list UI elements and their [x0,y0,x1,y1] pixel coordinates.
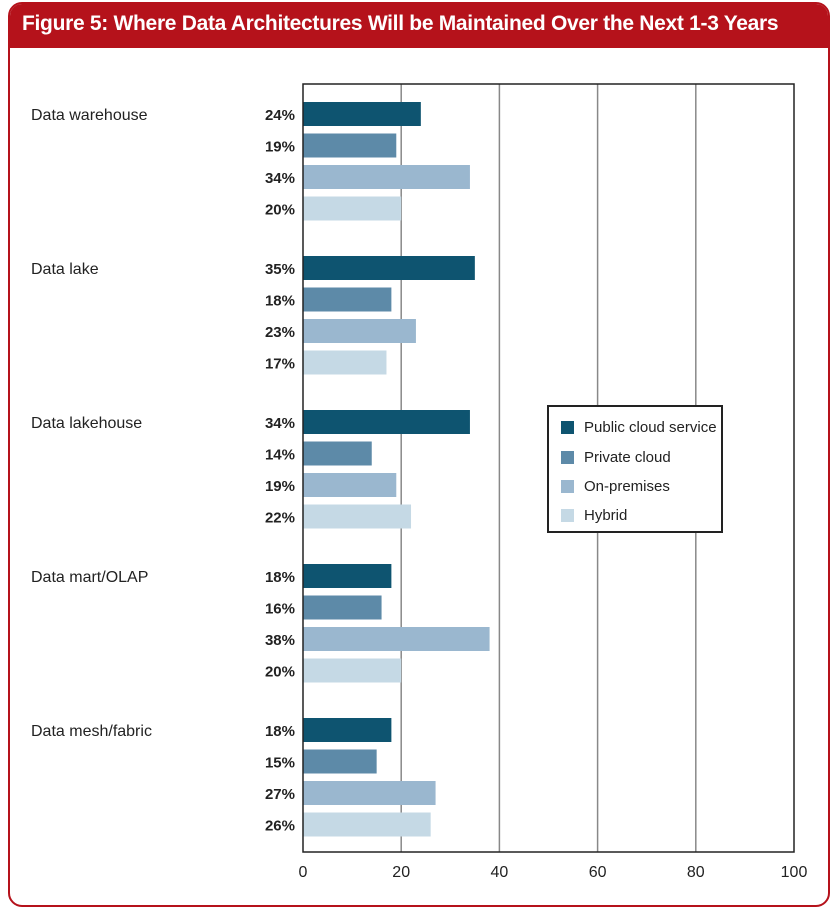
bar [303,350,387,375]
category-label: Data mart/OLAP [31,569,148,586]
data-label: 20% [265,664,295,681]
bar [303,441,372,466]
data-label: 19% [265,139,295,156]
legend-swatch [561,420,574,434]
data-label: 18% [265,569,295,586]
bar [303,133,397,158]
legend-label: Public cloud service [584,418,717,436]
bar [303,196,402,221]
x-tick-label: 20 [392,864,410,881]
bar [303,102,421,126]
data-label: 27% [265,786,295,803]
bar [303,627,490,651]
bar [303,410,470,434]
category-label: Data lake [31,261,99,278]
bar [303,812,431,837]
category-label: Data mesh/fabric [31,723,152,740]
x-tick-label: 60 [589,864,607,881]
bar [303,256,475,280]
bar [303,564,392,588]
legend-item-on-premises: On-premises [561,476,670,496]
legend: Public cloud service Private cloud On-pr… [547,405,723,533]
data-label: 18% [265,293,295,310]
data-label: 17% [265,356,295,373]
labels: Data warehouse 24% 19% 34% 20% Data lake 35% 18… [31,107,295,835]
data-label: 19% [265,478,295,495]
legend-item-private-cloud: Private cloud [561,447,671,467]
figure-title: Figure 5: Where Data Architectures Will … [22,12,779,35]
legend-label: Private cloud [584,448,671,466]
legend-item-public-cloud: Public cloud service [561,417,717,437]
x-tick-label: 0 [299,864,308,881]
legend-item-hybrid: Hybrid [561,505,627,525]
data-label: 24% [265,107,295,124]
data-label: 26% [265,818,295,835]
data-label: 38% [265,632,295,649]
bar [303,718,392,742]
x-tick-label: 100 [781,864,808,881]
data-label: 20% [265,202,295,219]
data-label: 18% [265,723,295,740]
category-label: Data warehouse [31,107,148,124]
plot-area-border [302,83,795,853]
bar [303,749,377,774]
bar [303,595,382,620]
x-axis-ticks: 0 20 40 60 80 100 [299,864,808,881]
data-label: 34% [265,415,295,432]
legend-label: On-premises [584,477,670,495]
data-label: 23% [265,324,295,341]
bars [303,102,490,837]
data-label: 34% [265,170,295,187]
x-tick-label: 40 [491,864,509,881]
data-label: 14% [265,447,295,464]
bar [303,504,412,529]
bar [303,165,470,189]
title-bar: Figure 5: Where Data Architectures Will … [10,4,828,48]
legend-swatch [561,450,574,464]
data-label: 16% [265,601,295,618]
legend-label: Hybrid [584,506,628,524]
category-label: Data lakehouse [31,415,142,432]
data-label: 22% [265,510,295,527]
bar [303,473,397,497]
legend-swatch [561,508,574,522]
legend-swatch [561,479,574,493]
bar [303,781,436,805]
bar [303,658,402,683]
data-label: 35% [265,261,295,278]
bar [303,287,392,312]
x-tick-label: 80 [687,864,705,881]
data-label: 15% [265,755,295,772]
bar [303,319,416,343]
